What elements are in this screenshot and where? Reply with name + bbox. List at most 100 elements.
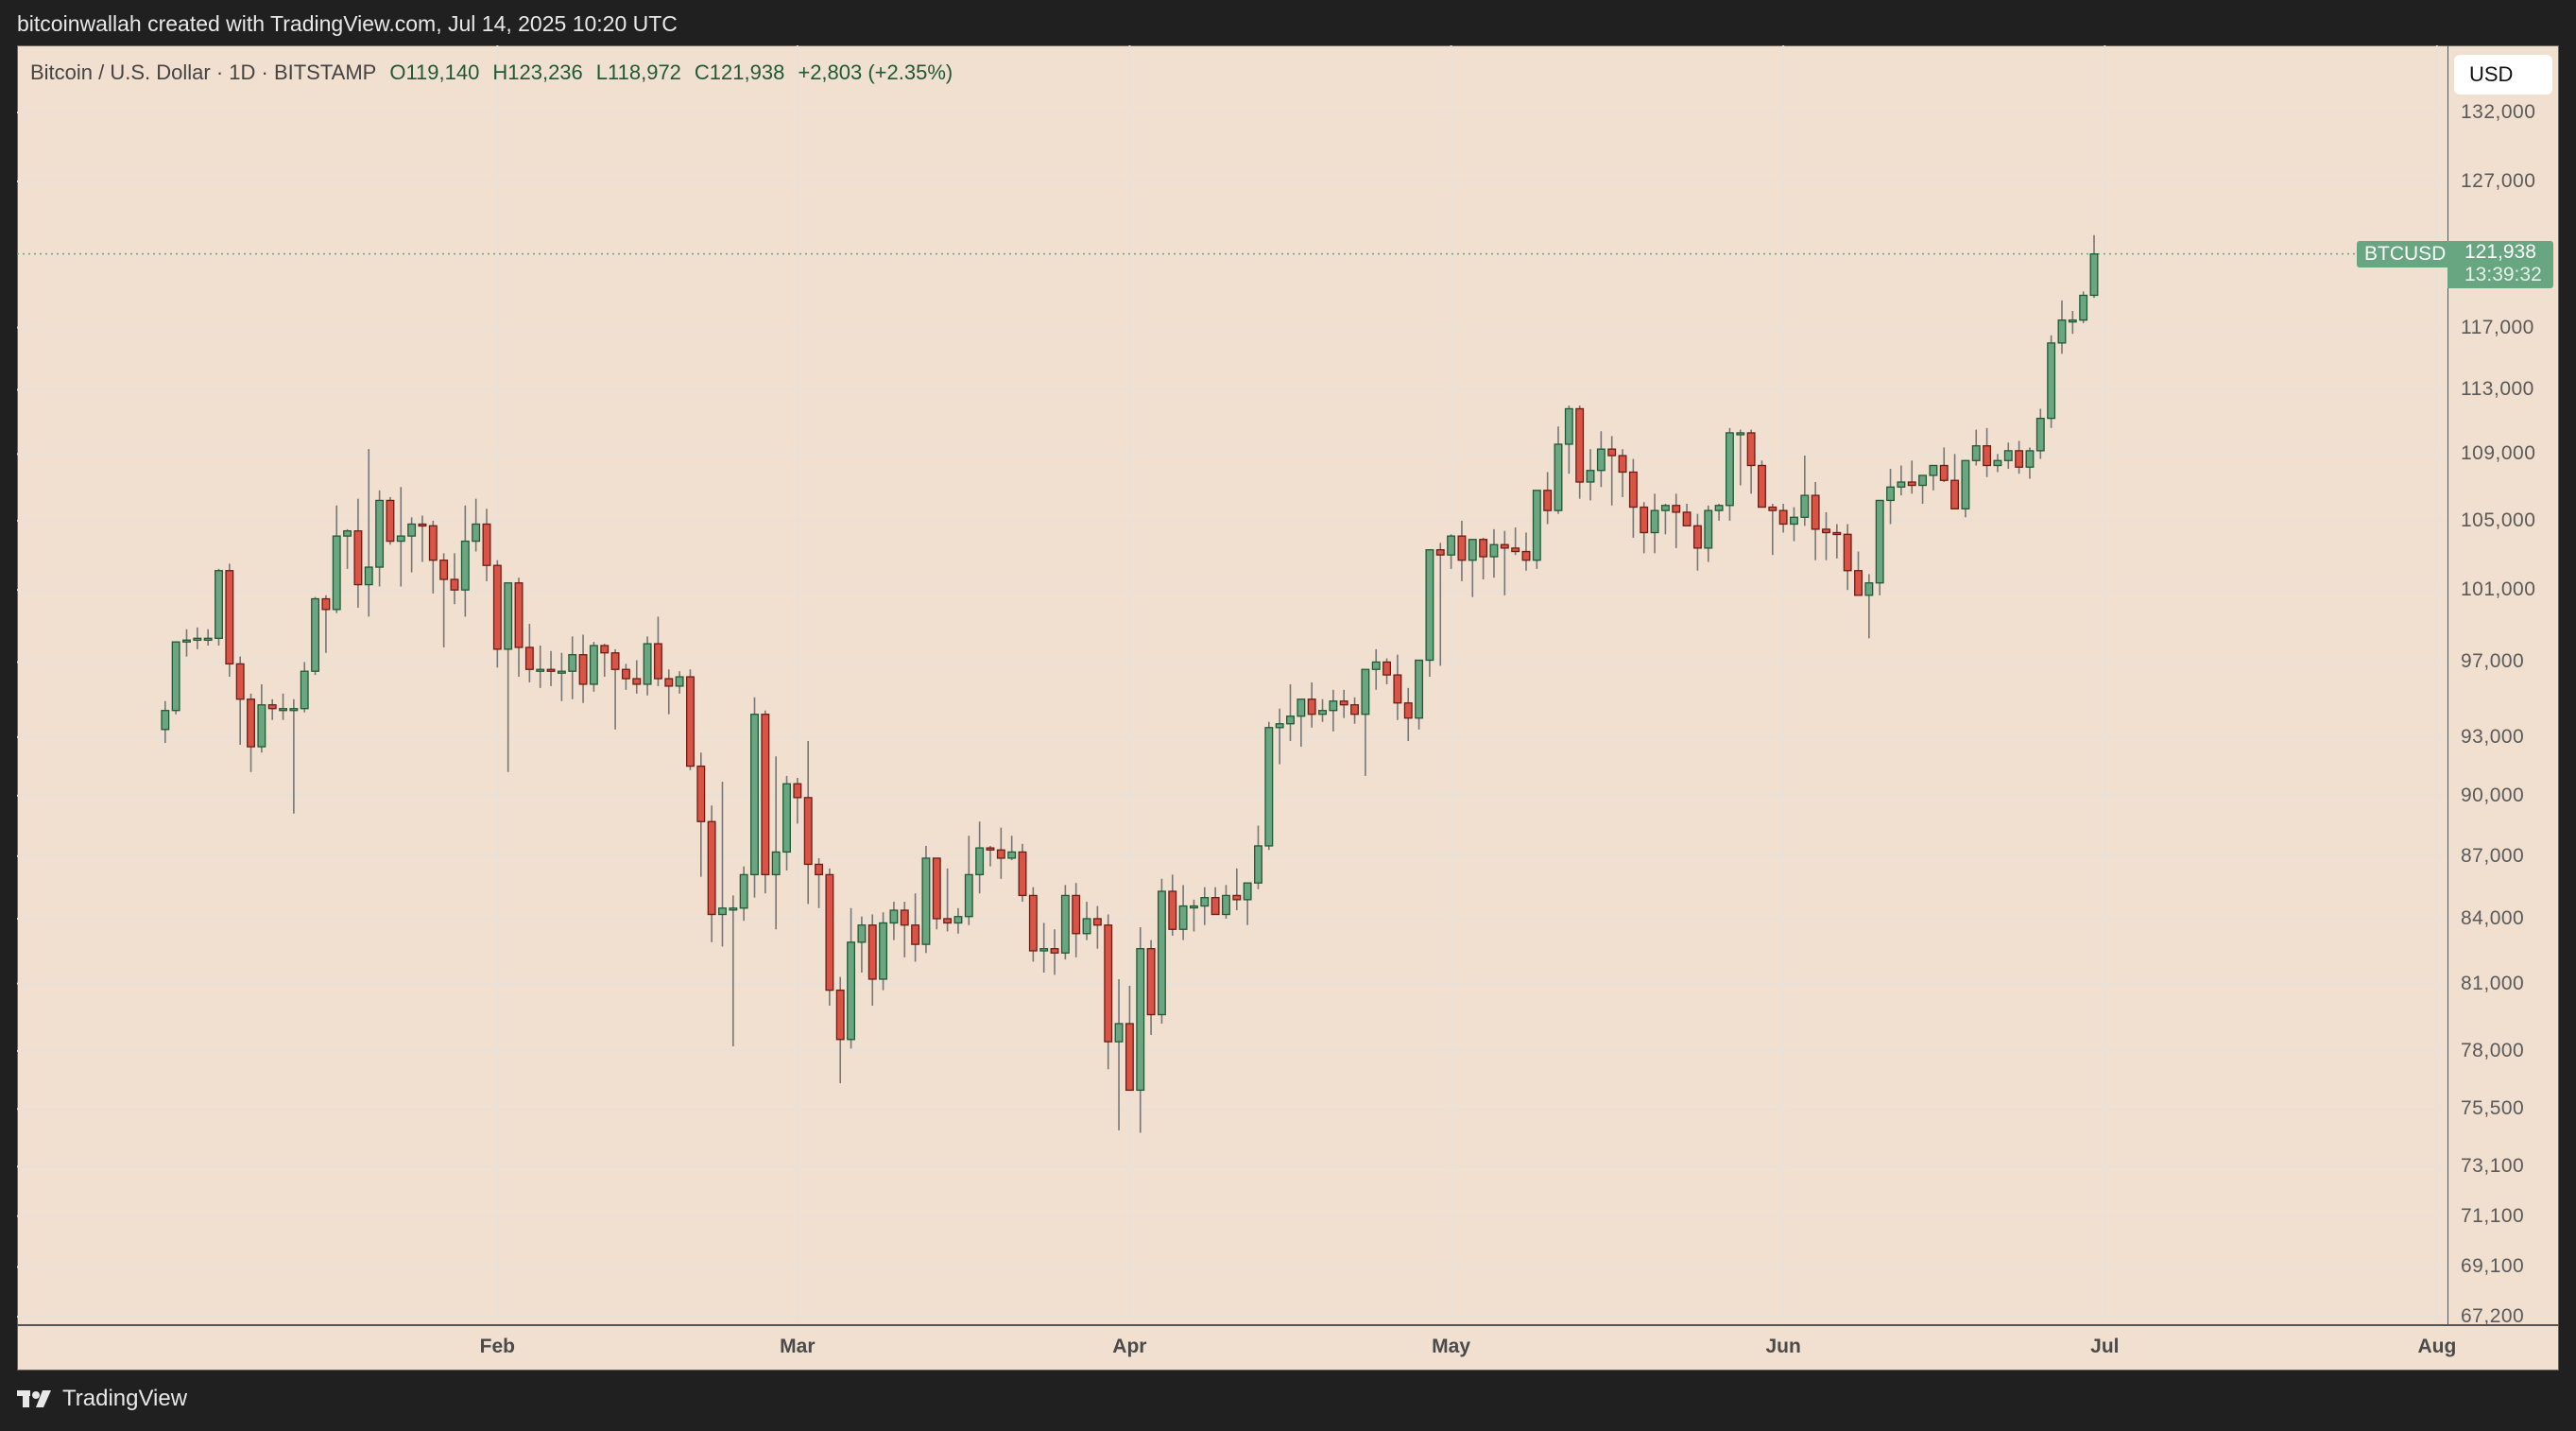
candle	[386, 496, 395, 545]
month-label-mar: Mar	[780, 1336, 816, 1357]
candle	[1092, 905, 1102, 949]
candle	[1318, 698, 1327, 722]
candle	[1222, 885, 1230, 919]
candle	[1790, 507, 1798, 542]
candle	[1682, 503, 1692, 526]
candle	[1382, 658, 1392, 684]
symbol-label[interactable]: Bitcoin / U.S. Dollar · 1D · BITSTAMP	[30, 60, 377, 84]
candle	[578, 634, 588, 703]
candle	[215, 568, 223, 647]
candle	[867, 914, 877, 1007]
candle	[1983, 427, 1992, 477]
candle	[247, 693, 255, 772]
candle	[1489, 528, 1499, 578]
candle	[1907, 460, 1916, 494]
price-tick-label: 71,100	[2461, 1204, 2525, 1227]
candle	[771, 756, 781, 930]
bar-countdown: 13:39:32	[2464, 263, 2542, 285]
candle	[911, 893, 920, 962]
candle	[1104, 914, 1113, 1070]
candle	[1114, 978, 1124, 1130]
candle	[857, 916, 867, 973]
candle	[675, 671, 684, 694]
candle	[643, 636, 652, 696]
time-axis[interactable]	[17, 1324, 2559, 1371]
candle	[1060, 885, 1070, 960]
candle	[1746, 429, 1756, 494]
candle	[1136, 926, 1145, 1133]
candle	[889, 902, 899, 940]
high-value: H123,236	[492, 60, 583, 84]
price-tick-label: 67,200	[2461, 1305, 2525, 1328]
currency-button[interactable]: USD	[2454, 55, 2552, 95]
candle	[1725, 427, 1734, 521]
candle	[1650, 493, 1659, 554]
candle	[1350, 697, 1359, 724]
change-value: +2,803 (+2.35%)	[798, 60, 953, 84]
candle	[257, 683, 266, 753]
symbol-price-tag: BTCUSD	[2357, 240, 2454, 267]
month-label-feb: Feb	[479, 1336, 515, 1357]
candle	[546, 650, 556, 686]
candle	[1929, 464, 1938, 491]
candle	[847, 907, 856, 1049]
candle	[1200, 887, 1210, 925]
candle	[900, 902, 909, 957]
chart-plot-area[interactable]	[17, 45, 2447, 1325]
price-axis[interactable]	[2447, 45, 2560, 1325]
candle	[375, 490, 385, 587]
candle	[589, 642, 598, 692]
candle	[557, 652, 566, 701]
brand-label: TradingView	[62, 1386, 188, 1411]
candle	[418, 515, 427, 562]
candle	[225, 563, 234, 678]
candle	[1950, 454, 1960, 509]
candle	[653, 616, 662, 686]
candle	[1672, 493, 1681, 548]
candle	[289, 698, 299, 814]
candle	[729, 895, 738, 1046]
candle	[1082, 902, 1091, 940]
candle	[1403, 687, 1413, 741]
candle	[1479, 537, 1488, 580]
candle	[1800, 456, 1810, 526]
candle	[1468, 539, 1477, 597]
price-tick-label: 73,100	[2461, 1155, 2525, 1178]
price-tick-label: 97,000	[2461, 650, 2525, 673]
price-tick-label: 109,000	[2461, 442, 2536, 465]
candle	[1875, 499, 1884, 595]
ohlc-legend: Bitcoin / U.S. Dollar · 1D · BITSTAMP O11…	[30, 60, 966, 85]
candle	[1297, 698, 1306, 748]
candle	[782, 775, 791, 871]
price-tick-label: 87,000	[2461, 844, 2525, 867]
candle	[1125, 985, 1134, 1092]
candle	[1778, 503, 1788, 533]
price-tick-label: 81,000	[2461, 972, 2525, 994]
candle	[1971, 429, 1981, 466]
candle	[472, 498, 481, 552]
price-tick-label: 90,000	[2461, 784, 2525, 806]
candle	[1628, 458, 1638, 538]
candle	[396, 487, 405, 587]
candle	[1918, 474, 1928, 504]
candle	[1425, 549, 1434, 678]
candle	[1286, 683, 1295, 741]
tradingview-logo-icon	[17, 1390, 51, 1407]
candle	[171, 641, 180, 715]
tradingview-logo[interactable]: TradingView	[17, 1386, 187, 1412]
candle	[235, 656, 245, 746]
candle	[1050, 929, 1059, 975]
candle	[460, 505, 470, 617]
price-tick-label: 75,500	[2461, 1097, 2525, 1120]
candle	[975, 821, 985, 894]
candle	[953, 907, 963, 934]
candle	[203, 629, 213, 647]
price-tick-label: 78,000	[2461, 1039, 2525, 1061]
candle	[1993, 454, 2002, 473]
candle	[1211, 887, 1220, 916]
candle	[1596, 431, 1606, 488]
attribution-text: bitcoinwallah created with TradingView.c…	[17, 11, 678, 36]
candle	[600, 644, 610, 678]
candle	[364, 449, 373, 617]
candle	[1532, 490, 1541, 569]
